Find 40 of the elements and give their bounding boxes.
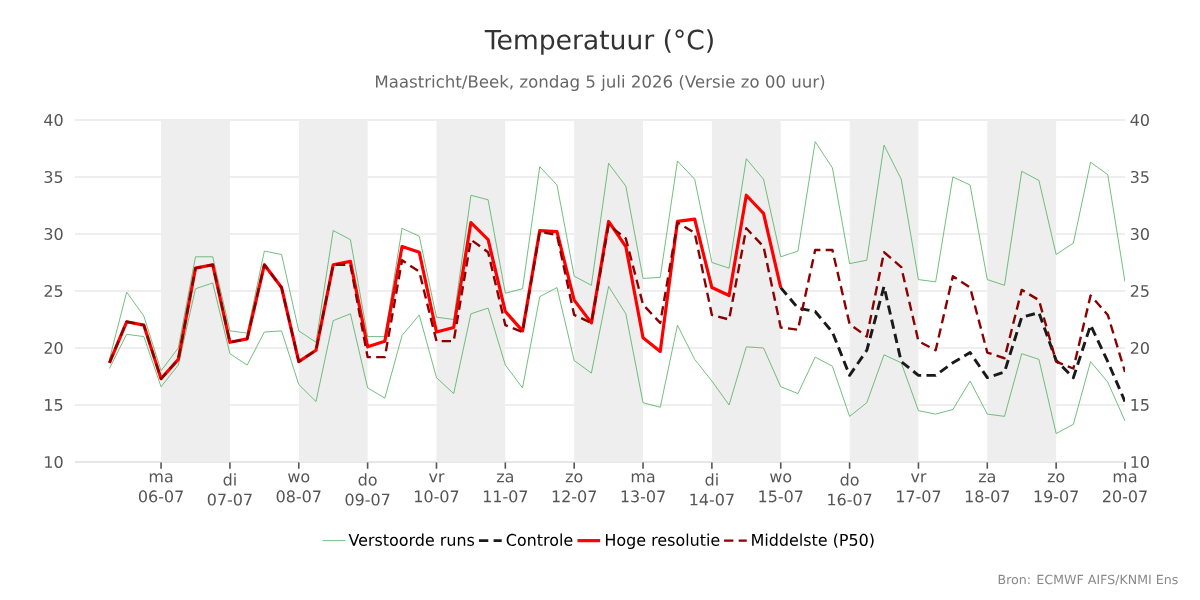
y-tick-label: 20: [44, 341, 63, 355]
y2-tick-label: 30: [1130, 227, 1149, 241]
x-tick-label: za 11-07: [483, 473, 528, 503]
line-series: [779, 284, 1125, 404]
legend-label: Middelste (P50): [752, 533, 874, 548]
x-tick-label: zo 19-07: [1034, 473, 1078, 503]
line-series: [109, 141, 1125, 372]
x-tick-label: wo 08-07: [276, 473, 321, 503]
y2-tick-label: 35: [1130, 170, 1149, 184]
chart-title: Temperatuur (°C): [484, 29, 713, 55]
y-tick-label: 35: [44, 170, 63, 184]
x-tick-label: di 14-07: [690, 473, 734, 506]
line-series: [109, 282, 1125, 434]
y-tick-label: 40: [44, 113, 63, 127]
x-tick-label: ma 20-07: [1103, 473, 1147, 503]
y-tick-label: 30: [44, 227, 63, 241]
x-tick-label: di 07-07: [207, 473, 252, 506]
legend-label: Hoge resolutie: [605, 533, 720, 550]
line-series: [108, 221, 1125, 380]
y2-tick-label: 40: [1130, 113, 1149, 127]
legend-label: Verstoorde runs: [348, 533, 475, 546]
y-tick-label: 10: [45, 455, 63, 469]
x-tick-label: wo 15-07: [759, 473, 803, 503]
x-tick-label: ma 06-07: [138, 473, 183, 503]
y-tick-label: 15: [45, 399, 63, 411]
y-tick-label: 25: [44, 284, 63, 298]
x-tick-label: ma 13-07: [621, 473, 665, 503]
x-tick-label: vr 17-07: [897, 473, 941, 503]
x-tick-label: za 18-07: [965, 473, 1010, 503]
x-tick-label: do 16-07: [828, 473, 872, 506]
x-tick-label: vr 10-07: [415, 473, 459, 503]
legend-label: Controle: [506, 533, 573, 546]
text: Bron: ECMWF AIFS/KNMI Ens: [998, 574, 1178, 586]
y2-tick-label: 15: [1131, 399, 1149, 411]
y2-tick-label: 25: [1130, 284, 1149, 298]
y2-tick-label: 20: [1130, 341, 1149, 355]
chart-subtitle: Maastricht/Beek, zondag 5 juli 2026 (Versie zo 00 uur): [376, 74, 825, 92]
x-tick-label: zo 12-07: [552, 473, 596, 503]
y2-tick-label: 10: [1131, 455, 1149, 469]
x-tick-label: do 09-07: [345, 473, 390, 506]
